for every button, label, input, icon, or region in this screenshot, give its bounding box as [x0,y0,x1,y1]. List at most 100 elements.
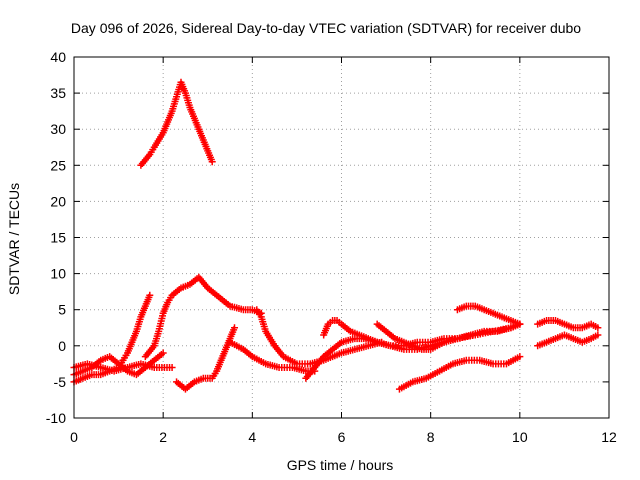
data-marker-segment [213,358,224,375]
y-axis-label: SDTVAR / TECUs [6,183,22,295]
data-marker-segment [124,340,135,357]
data-marker-segment [329,340,344,353]
data-marker-segment [173,378,188,392]
data-marker-segment [88,358,103,371]
data-marker-segment [177,281,192,292]
x-tick-label: 4 [248,429,256,445]
series-track-13 [534,331,602,350]
data-marker [231,324,238,332]
data-marker-segment [436,361,455,375]
y-tick-label: 40 [50,49,66,65]
x-tick-label: 12 [601,429,617,445]
x-axis-label: GPS time / hours [287,457,394,473]
data-marker-segment [400,338,415,349]
x-tick-label: 2 [159,429,167,445]
data-marker-segment [79,364,94,375]
data-marker-segment [543,335,557,346]
data-marker-segment [208,369,219,382]
data-marker-segment [141,293,153,310]
data-marker-segment [137,304,148,321]
data-marker-segment [534,339,548,350]
data-marker-segment [159,301,171,317]
data-marker-segment [137,152,152,169]
data-marker-segment [329,350,343,361]
y-tick-label: -5 [54,374,67,390]
data-marker-segment [422,368,441,382]
data-marker [168,363,176,371]
data-marker-segment [257,313,269,333]
data-marker-segment [302,365,317,382]
data-marker-segment [159,120,171,137]
data-marker [516,320,524,328]
series-track-5 [253,306,386,368]
x-tick-label: 6 [338,429,346,445]
data-marker-segment [213,291,232,309]
data-marker-segment [578,321,593,332]
data-marker [146,291,154,299]
data-marker-segment [181,379,197,393]
data-marker-segment [239,345,255,359]
data-marker-segment [476,356,495,367]
data-marker-segment [97,354,111,364]
series-track-15 [70,349,167,379]
data-marker-segment [324,318,334,328]
data-marker-segment [150,131,166,151]
data-marker-segment [449,357,468,368]
data-marker-segment [132,365,148,379]
data-marker-segment [190,114,202,131]
y-tick-label: 10 [50,266,66,282]
data-marker-segment [587,320,600,331]
data-marker-segment [195,273,210,290]
data-marker-segment [578,335,593,346]
data-marker-segment [226,326,238,343]
data-marker-segment [164,109,175,126]
data-marker-segment [338,320,353,334]
data-marker-segment [128,330,140,346]
x-tick-label: 0 [70,429,78,445]
data-marker-segment [498,313,513,324]
data-marker-segment [333,317,343,326]
y-tick-label: 5 [58,302,66,318]
data-marker-segment [395,379,415,393]
data-marker-segment [320,322,331,339]
data-marker-segment [195,125,206,142]
data-marker-segment [453,303,468,314]
data-marker [594,324,602,332]
data-marker-segment [338,346,357,357]
data-marker-segment [427,339,446,353]
data-marker-segment [115,360,130,374]
data-marker-segment [253,306,264,319]
data-marker-segment [560,331,575,342]
data-marker-segment [168,95,180,115]
data-marker-segment [146,146,157,158]
data-marker-segment [186,104,197,120]
data-marker-segment [480,306,495,316]
data-marker-segment [141,344,157,361]
data-marker [159,349,167,357]
data-marker-segment [262,360,281,371]
data-marker-segment [471,302,486,313]
data-marker-segment [373,320,388,334]
data-marker-segment [311,354,326,371]
data-marker-segment [164,294,175,306]
data-marker-segment [124,367,138,378]
data-marker-segment [346,327,361,338]
series-track-9 [373,320,479,353]
data-marker-segment [489,324,512,335]
y-tick-label: 20 [50,193,66,209]
series-track-10 [395,353,524,393]
data-marker-segment [119,351,130,364]
data-marker-segment [489,309,504,320]
data-marker-segment [382,327,397,341]
y-tick-label: 0 [58,338,66,354]
data-marker-segment [329,317,339,325]
data-marker-segment [155,312,167,335]
ticks: 0 2 4 6 8 10 12 -10 -5 0 5 10 15 20 25 30 35 40 [46,49,617,445]
y-tick-label: 25 [50,157,66,173]
grid [74,57,609,418]
data-marker-segment [141,358,156,371]
data-marker-segment [106,353,121,366]
data-marker-segment [552,332,566,343]
data-marker-segment [150,330,162,350]
